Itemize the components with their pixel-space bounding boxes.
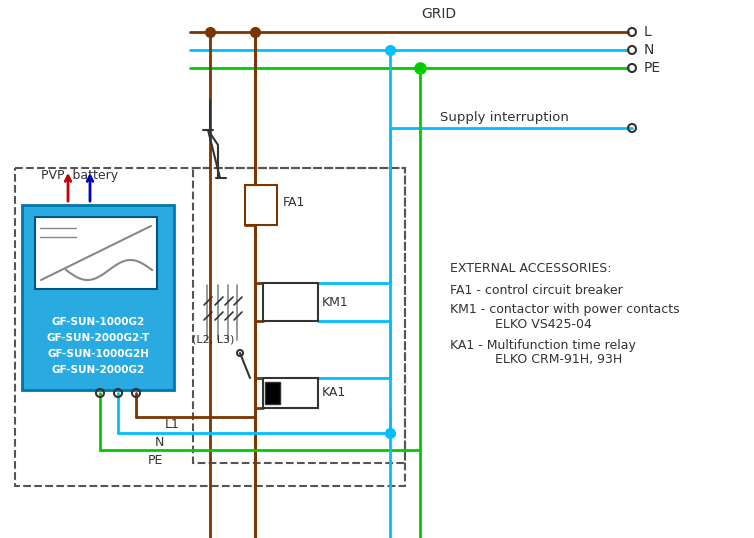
Text: L1: L1 <box>165 417 180 430</box>
Text: KM1: KM1 <box>322 295 349 308</box>
FancyBboxPatch shape <box>35 217 157 289</box>
Text: PVP, battery: PVP, battery <box>41 168 118 181</box>
Text: N: N <box>644 43 654 57</box>
Text: GF-SUN-2000G2: GF-SUN-2000G2 <box>51 365 145 375</box>
Text: FA1 - control circuit breaker: FA1 - control circuit breaker <box>450 284 623 296</box>
Text: PE: PE <box>148 454 164 466</box>
Text: N: N <box>155 435 164 449</box>
FancyBboxPatch shape <box>22 205 174 390</box>
Bar <box>263 283 318 321</box>
Text: GF-SUN-1000G2: GF-SUN-1000G2 <box>51 317 145 327</box>
Text: (L2, L3): (L2, L3) <box>192 335 234 345</box>
Text: KA1: KA1 <box>322 386 346 400</box>
Text: EXTERNAL ACCESSORIES:: EXTERNAL ACCESSORIES: <box>450 261 611 274</box>
Text: FA1: FA1 <box>283 195 305 209</box>
Bar <box>245 185 277 225</box>
Text: ELKO CRM-91H, 93H: ELKO CRM-91H, 93H <box>495 353 622 366</box>
Text: GF-SUN-2000G2-T: GF-SUN-2000G2-T <box>47 333 149 343</box>
Bar <box>263 378 318 408</box>
Bar <box>265 382 280 404</box>
Text: KA1 - Multifunction time relay: KA1 - Multifunction time relay <box>450 338 636 351</box>
Text: GF-SUN-1000G2H: GF-SUN-1000G2H <box>47 349 149 359</box>
Text: L: L <box>644 25 651 39</box>
Text: GRID: GRID <box>421 7 457 21</box>
Text: PE: PE <box>644 61 661 75</box>
Text: Supply interruption: Supply interruption <box>440 111 569 124</box>
Text: KM1 - contactor with power contacts: KM1 - contactor with power contacts <box>450 303 679 316</box>
Text: ELKO VS425-04: ELKO VS425-04 <box>495 318 592 331</box>
